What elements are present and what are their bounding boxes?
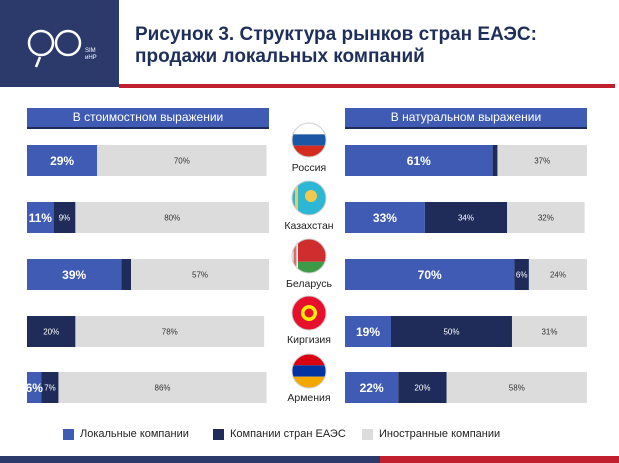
bar-row: 20% 78% xyxy=(27,316,265,347)
data-label-foreign: 37% xyxy=(534,156,550,165)
data-label-foreign: 32% xyxy=(538,213,554,222)
bar-segment-local xyxy=(345,259,515,290)
bar-segment-foreign xyxy=(446,372,587,403)
brand-logo: SIM иНР xyxy=(0,0,119,87)
country-label: Киргизия xyxy=(287,334,331,346)
bar-segment-foreign xyxy=(507,202,585,233)
bar-segment-foreign xyxy=(528,259,587,290)
data-label-eaeu: 7% xyxy=(44,383,56,392)
bar-segment-local xyxy=(27,145,98,176)
bar-segment-eaeu xyxy=(121,259,132,290)
bar-segment-local xyxy=(345,316,391,347)
bar-segment-local xyxy=(345,145,493,176)
bar-segment-local xyxy=(345,372,399,403)
data-label-eaeu: 34% xyxy=(458,213,474,222)
data-label-local: 22% xyxy=(360,381,384,395)
bar-segment-local xyxy=(27,372,42,403)
bar-row: 6% 7% 86% xyxy=(26,372,267,403)
bar-row: 33% 34% 32% xyxy=(345,202,585,233)
legend-label-eaeu: Компании стран ЕАЭС xyxy=(230,428,346,440)
bar-segment-eaeu xyxy=(398,372,447,403)
kyrgyzstan-flag-icon xyxy=(292,296,326,330)
bar-segment-eaeu xyxy=(514,259,529,290)
footer-rule xyxy=(0,456,619,463)
panel-0: 29% 70% 11% 9% 80% 39% 57% 20% 78% 6% 7% 86% xyxy=(26,145,270,403)
bar-segment-foreign xyxy=(497,145,587,176)
footer-rule-red xyxy=(380,456,619,463)
data-label-eaeu: 50% xyxy=(443,327,459,336)
russia-flag-icon xyxy=(292,123,326,157)
right-panel-header: В натуральном выражении xyxy=(345,108,587,129)
data-label-local: 6% xyxy=(26,381,44,395)
data-label-foreign: 70% xyxy=(174,156,190,165)
bar-segment-foreign xyxy=(97,145,267,176)
legend-swatch-local xyxy=(63,429,74,440)
header-red-rule xyxy=(119,84,615,88)
bar-segment-eaeu xyxy=(53,202,76,233)
country-label: Армения xyxy=(287,392,330,404)
data-label-local: 19% xyxy=(356,325,380,339)
title-line-2: продажи локальных компаний xyxy=(135,46,425,67)
bar-segment-eaeu xyxy=(492,145,498,176)
bar-segment-eaeu xyxy=(424,202,508,233)
bar-segment-foreign xyxy=(58,372,267,403)
country-label: Казахстан xyxy=(284,220,333,232)
data-label-local: 61% xyxy=(407,154,431,168)
legend-swatch-eaeu xyxy=(213,429,224,440)
bar-segment-local xyxy=(27,202,54,233)
bar-segment-local xyxy=(27,259,122,290)
data-label-eaeu: 6% xyxy=(516,270,528,279)
bar-row: 29% 70% xyxy=(27,145,267,176)
data-label-foreign: 57% xyxy=(192,270,208,279)
bar-segment-eaeu xyxy=(390,316,512,347)
belarus-flag-icon xyxy=(292,239,326,273)
data-label-foreign: 24% xyxy=(550,270,566,279)
data-label-local: 33% xyxy=(373,211,397,225)
title-line-1: Рисунок 3. Структура рынков стран ЕАЭС: xyxy=(135,24,537,45)
legend-label-foreign: Иностранные компании xyxy=(379,428,501,440)
page-title: Рисунок 3. Структура рынков стран ЕАЭС: … xyxy=(135,24,605,68)
data-label-eaeu: 20% xyxy=(43,327,59,336)
data-label-local: 29% xyxy=(50,154,74,168)
bar-row: 11% 9% 80% xyxy=(27,202,270,233)
data-label-foreign: 80% xyxy=(164,213,180,222)
bar-row: 22% 20% 58% xyxy=(345,372,587,403)
kazakhstan-flag-icon xyxy=(292,181,326,215)
data-label-local: 70% xyxy=(418,268,442,282)
infinity-logo-icon: SIM иНР xyxy=(27,29,97,68)
logo-text-inr: иНР xyxy=(85,55,97,61)
data-label-local: 11% xyxy=(29,211,53,225)
panel-1: 61% 37% 33% 34% 32% 70% 6% 24% 19% 50% 31% 22% 20% 58… xyxy=(345,145,587,403)
bar-segment-foreign xyxy=(511,316,587,347)
data-label-foreign: 78% xyxy=(162,327,178,336)
country-column: Россия Казахстан Беларусь Киргизия Армения xyxy=(284,122,334,404)
left-panel-header: В стоимостном выражении xyxy=(27,108,269,129)
logo-text-sim: SIM xyxy=(85,48,96,54)
data-label-eaeu: 20% xyxy=(414,383,430,392)
bar-segment-foreign xyxy=(75,202,270,233)
data-label-local: 39% xyxy=(62,268,86,282)
footer-rule-navy xyxy=(0,456,380,463)
legend-swatch-foreign xyxy=(362,429,373,440)
bar-row: 61% 37% xyxy=(345,145,587,176)
bar-segment-foreign xyxy=(131,259,269,290)
bar-row: 70% 6% 24% xyxy=(345,259,587,290)
data-label-foreign: 86% xyxy=(155,383,171,392)
country-label: Россия xyxy=(292,162,326,174)
legend-label-local: Локальные компании xyxy=(80,428,189,440)
armenia-flag-icon xyxy=(292,354,326,388)
bar-segment-eaeu xyxy=(27,316,76,347)
bar-segment-foreign xyxy=(75,316,265,347)
country-label: Беларусь xyxy=(286,278,332,290)
bar-segment-eaeu xyxy=(41,372,59,403)
bar-segment-local xyxy=(345,202,425,233)
bar-row: 39% 57% xyxy=(27,259,269,290)
data-label-foreign: 58% xyxy=(509,383,525,392)
data-label-eaeu: 9% xyxy=(59,213,71,222)
bar-row: 19% 50% 31% xyxy=(345,316,587,347)
data-label-foreign: 31% xyxy=(541,327,557,336)
